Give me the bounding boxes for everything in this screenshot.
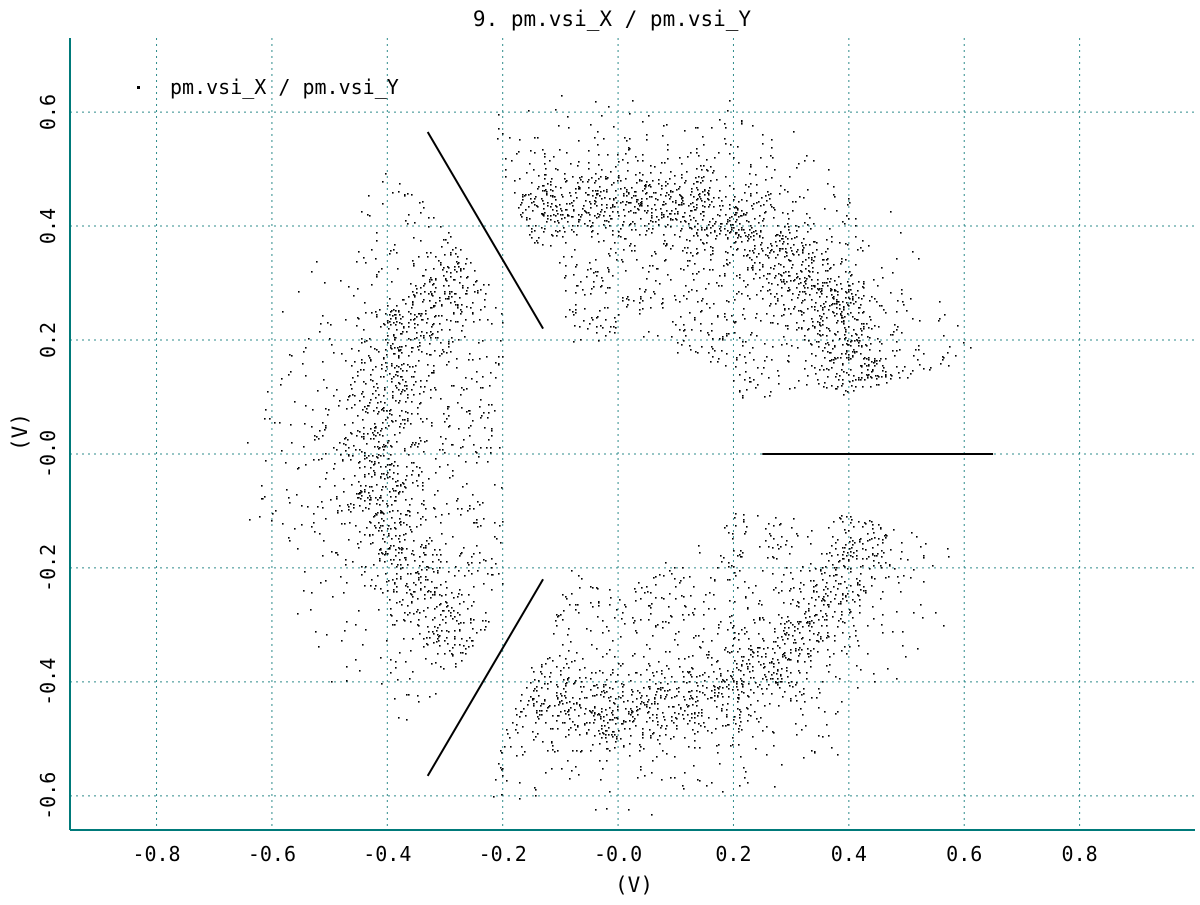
data-segment [426,578,544,777]
y-tick-label: -0.0 [36,430,60,478]
y-tick-label: -0.2 [36,544,60,592]
y-tick-label: 0.4 [36,208,60,244]
data-segment [426,131,544,330]
y-tick-label: 0.2 [36,322,60,358]
x-tick-label: -0.6 [248,842,296,866]
y-axis-label: (V) [8,413,32,451]
axes [69,38,1195,831]
data-segments [426,131,994,777]
x-tick-label: 0.8 [1062,842,1098,866]
x-tick-label: -0.8 [132,842,180,866]
chart-title: 9. pm.vsi_X / pm.vsi_Y [473,7,752,31]
legend-marker [137,86,140,89]
x-tick-label: -0.0 [594,842,642,866]
legend-label: pm.vsi_X / pm.vsi_Y [170,75,399,99]
x-tick-label: 0.4 [831,842,867,866]
x-tick-label: -0.4 [363,842,411,866]
x-tick-label: 0.6 [946,842,982,866]
x-tick-label: 0.2 [715,842,751,866]
y-tick-label: -0.6 [36,772,60,820]
legend: pm.vsi_X / pm.vsi_Y [137,75,399,99]
grid-lines [70,38,1195,830]
y-tick-label: 0.6 [36,94,60,130]
scatter-points [247,95,972,816]
x-tick-label: -0.2 [479,842,527,866]
y-tick-label: -0.4 [36,658,60,706]
data-points [247,95,972,816]
tick-labels: -0.8 -0.6 -0.4 -0.2 -0.0 0.2 0.4 0.6 0.8 -0.6 -0.4… [36,94,1098,866]
x-axis-label: (V) [615,873,653,897]
